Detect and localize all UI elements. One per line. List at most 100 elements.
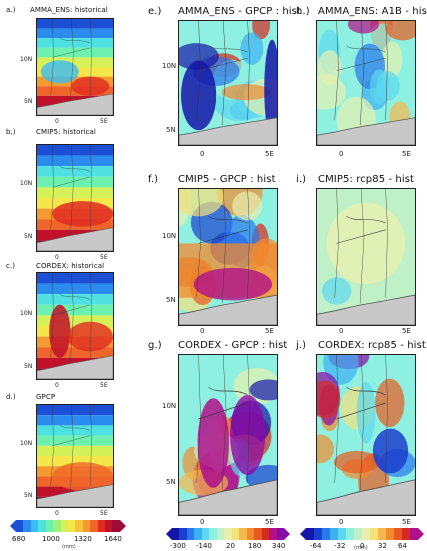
lon-tick-5e: 5E: [402, 150, 411, 158]
field-blob: [49, 304, 71, 358]
field-band: [37, 57, 113, 67]
map-d: [36, 404, 114, 508]
colorbar-arrow-high: [119, 520, 126, 532]
map-j: [316, 354, 416, 516]
field-band: [37, 166, 113, 177]
field-band: [37, 273, 113, 284]
colorbar-swatch: [394, 528, 402, 540]
colorbar-swatch: [246, 528, 255, 540]
colorbar-swatch: [322, 528, 330, 540]
colorbar-swatch: [269, 528, 277, 540]
colorbar-swatch: [75, 520, 83, 532]
field-band: [37, 347, 113, 358]
colorbar-bias-strip: [166, 528, 291, 540]
field-blob: [356, 381, 376, 444]
country-borders: [196, 189, 250, 304]
field-a: [37, 19, 113, 115]
colorbar-swatch: [370, 528, 378, 540]
map-a: [36, 18, 114, 116]
field-blob: [334, 450, 380, 474]
field-blob: [232, 191, 263, 221]
colorbar-swatch: [112, 520, 120, 532]
ocean-mask: [317, 117, 415, 145]
field-band: [37, 19, 113, 29]
colorbar-swatch: [16, 520, 24, 532]
field-band: [37, 456, 113, 467]
field-blob: [249, 379, 277, 401]
colorbar-swatch: [410, 528, 418, 540]
lon-tick-5e: 5E: [100, 510, 108, 517]
field-blob: [40, 60, 79, 84]
colorbar-swatch: [90, 520, 98, 532]
lon-tick-0: 0: [55, 382, 59, 389]
colorbar-swatch: [97, 520, 106, 532]
field-i: [317, 189, 415, 325]
lat-tick-10n: 10N: [162, 402, 177, 410]
lon-tick-5e: 5E: [100, 382, 108, 389]
colorbar-label: -64: [310, 542, 322, 550]
field-blob: [375, 378, 405, 428]
field-blob: [317, 380, 341, 419]
map-h: [316, 20, 416, 146]
field-f: [179, 189, 277, 325]
colorbar-swatch: [38, 520, 46, 532]
colorbar-arrow-low: [300, 528, 306, 540]
field-c: [37, 273, 113, 379]
lon-tick-0: 0: [339, 518, 344, 526]
colorbar-swatch: [82, 520, 91, 532]
panel-title: CMIP5 - GPCP : hist: [178, 174, 276, 185]
map-f: [178, 188, 278, 326]
country-borders: [334, 21, 388, 126]
field-band: [37, 315, 113, 326]
colorbar-label: 1320: [74, 535, 92, 543]
lon-tick-0: 0: [55, 510, 59, 517]
colorbar-arrow-high: [418, 528, 424, 540]
colorbar-swatch: [172, 528, 180, 540]
field-h: [317, 21, 415, 145]
field-band: [37, 435, 113, 446]
field-blob: [52, 462, 113, 491]
country-borders: [196, 21, 250, 126]
field-band: [37, 294, 113, 305]
colorbar-label: 680: [12, 535, 26, 543]
field-b: [37, 145, 113, 251]
ocean-mask: [37, 484, 113, 507]
lat-tick-5n: 5N: [166, 296, 176, 304]
country-borders: [50, 145, 92, 235]
map-c: [36, 272, 114, 380]
colorbar-label: 32: [378, 542, 387, 550]
lon-tick-5e: 5E: [100, 254, 108, 261]
panel-label: i.): [296, 174, 307, 185]
country-borders: [196, 355, 250, 490]
panel-label: c.): [6, 262, 16, 270]
ocean-mask: [317, 294, 415, 325]
lat-tick-5n: 5N: [24, 233, 33, 240]
field-blob: [179, 189, 224, 217]
country-borders: [50, 19, 92, 100]
colorbar-swatch: [60, 520, 68, 532]
lon-tick-0: 0: [200, 518, 205, 526]
ocean-mask: [37, 227, 113, 251]
colorbar-swatch: [201, 528, 210, 540]
ocean-mask: [317, 479, 415, 515]
ocean-mask: [179, 117, 277, 145]
colorbar-change-strip: [300, 528, 424, 540]
colorbar-swatch: [314, 528, 322, 540]
colorbar-swatch: [261, 528, 270, 540]
colorbar-abs-strip: [10, 520, 126, 532]
colorbar-label: 20: [226, 542, 235, 550]
field-blob: [229, 395, 266, 475]
lat-tick-10n: 10N: [20, 310, 33, 317]
map-b: [36, 144, 114, 252]
field-blob: [381, 41, 403, 78]
panel-label: e.): [148, 6, 162, 17]
country-borders: [50, 405, 92, 491]
field-band: [37, 28, 113, 39]
panel-label: h.): [296, 6, 310, 17]
colorbar-label: 180: [248, 542, 262, 550]
panel-label: g.): [148, 340, 162, 351]
colorbar-swatch: [254, 528, 262, 540]
colorbar-label: -140: [196, 542, 212, 550]
panel-title: CORDEX: historical: [36, 262, 105, 270]
panel-title: AMMA_ENS: A1B - hist: [318, 6, 427, 17]
